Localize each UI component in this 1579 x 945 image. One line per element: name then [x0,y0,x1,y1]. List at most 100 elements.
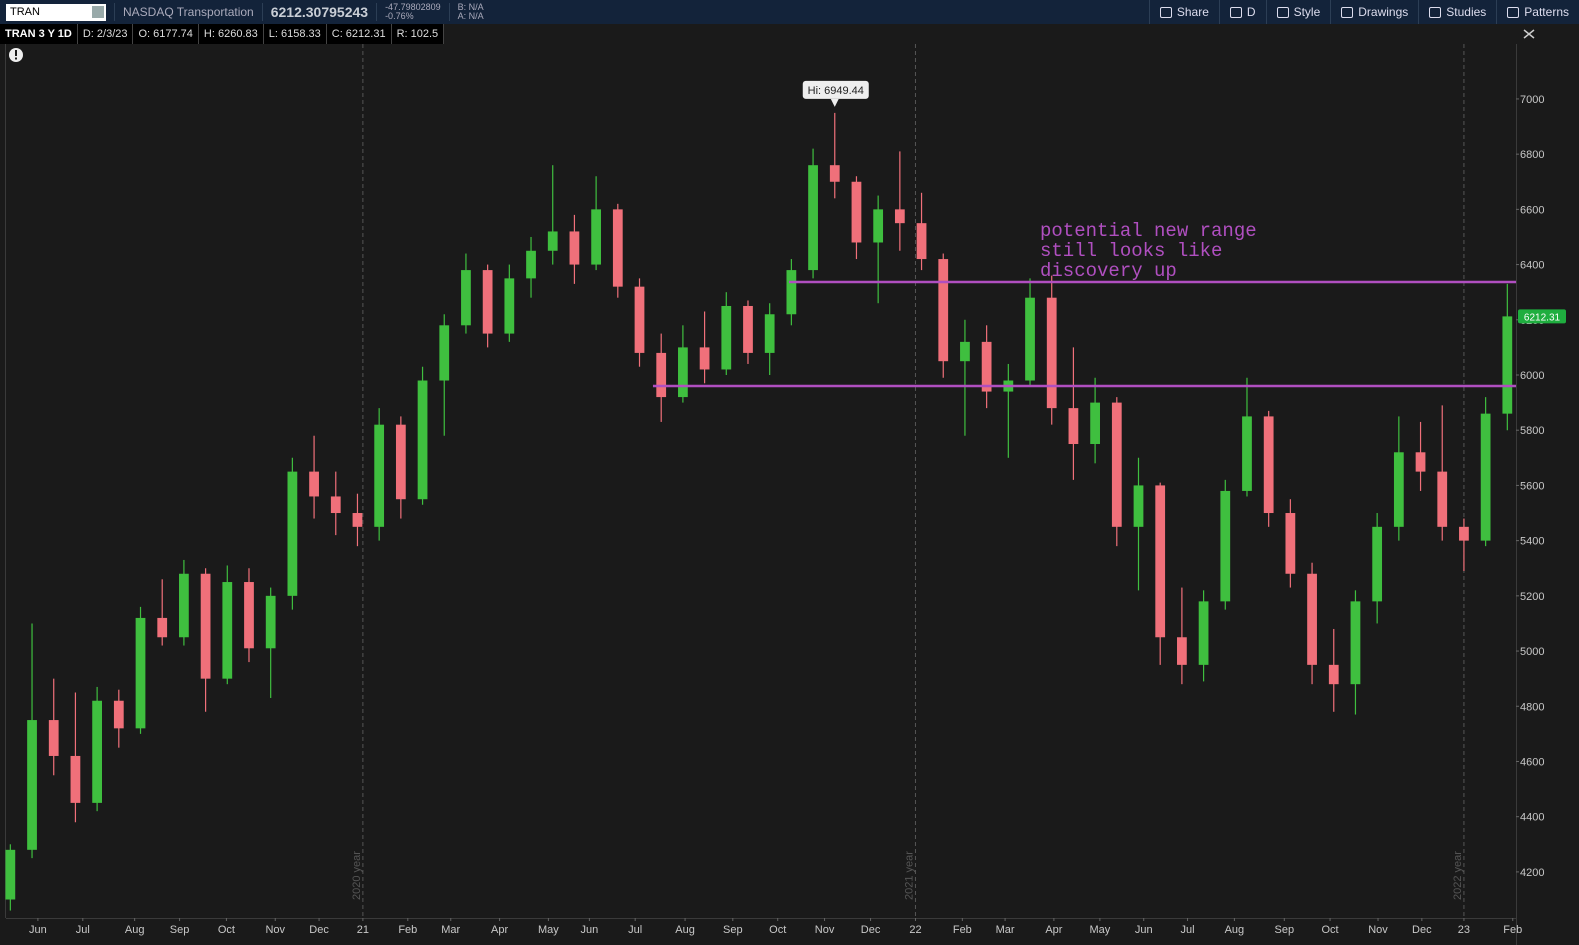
symbol: TRAN [10,6,40,18]
y-tick-label: 5400 [1520,536,1544,548]
candle-body [1025,297,1035,381]
y-tick-label: 7000 [1520,94,1544,106]
candle-body [70,755,81,803]
x-tick-label: Jul [628,924,642,936]
x-tick-label: Mar [996,924,1015,936]
x-tick-label: Dec [309,924,329,936]
annotation-text: discovery up [1040,260,1177,282]
candle-body [482,270,493,334]
candle-body [1090,402,1100,445]
candle-body [591,209,601,265]
button-label: D [1246,5,1256,19]
candle-body [417,380,428,500]
candle-body [547,231,558,251]
x-tick-label: Nov [265,924,285,936]
y-tick-label: 4600 [1520,756,1544,768]
candle-body [1285,513,1296,574]
y-tick-label: 6800 [1520,149,1544,161]
candle-body [1480,413,1491,541]
button-icon [1341,6,1354,18]
x-tick-label: Jul [76,924,90,936]
toolbar-buttons: Share D Style Drawings Studies Patterns [1148,0,1579,24]
x-tick-label: Sep [723,924,743,936]
x-tick-label: 22 [909,924,921,936]
candle-body [1372,526,1383,602]
candle-body [1459,526,1469,541]
toolbar-button[interactable]: Share [1148,0,1219,24]
x-tick-label: 21 [357,924,369,936]
candle-body [894,209,905,224]
info-field: TRAN 3 Y 1D [0,24,78,44]
candle-body [200,573,211,679]
candle-body [1198,601,1209,665]
button-icon [1229,6,1242,18]
crosshair-icon[interactable] [1523,29,1535,39]
toolbar-button[interactable]: Style [1265,0,1331,24]
symbol-input[interactable]: TRAN [6,3,106,21]
candle-body [526,250,536,279]
x-tick-label: May [1089,924,1110,936]
toolbar-button[interactable]: D [1218,0,1266,24]
candle-body [634,286,645,353]
candle-body [1415,452,1426,472]
annotation-text: still looks like [1040,240,1222,262]
bid-ask: B: N/A A: N/A [458,3,484,21]
candle-body [1502,316,1513,414]
dropdown[interactable] [92,5,104,18]
candle-body [1242,416,1252,491]
toolbar-button[interactable]: Drawings [1330,0,1418,24]
x-tick-label: Oct [769,924,786,936]
x-tick-label: Jul [1181,924,1195,936]
candle-body [656,352,667,398]
candle-body [960,341,970,362]
hi-label-box [802,80,869,99]
y-tick-label: 5600 [1520,480,1544,492]
candle-body [1046,297,1057,409]
x-tick-label: Feb [953,924,972,936]
separator [114,3,115,21]
candle-body [721,305,732,370]
candle-body [287,471,298,596]
candle-body [330,496,341,514]
chart-background [0,44,1579,945]
candle-body [916,223,927,260]
ask: A: N/A [457,11,484,21]
candle-body [395,424,406,500]
annotation-text: potential new range [1040,220,1257,242]
button-label: Style [1293,5,1321,19]
change-box: -47.79802809 -0.76% [385,3,441,21]
y-tick-label: 6400 [1520,260,1544,272]
toolbar-button[interactable]: Patterns [1496,0,1579,24]
candle-body [1111,402,1122,527]
toolbar-button[interactable]: Studies [1418,0,1496,24]
button-label: Drawings [1358,5,1409,19]
candle-body [1263,416,1274,514]
year-label: 2021 year [903,851,915,900]
button-label: Patterns [1524,5,1569,19]
separator [448,3,450,21]
candle-body [157,617,168,638]
x-tick-label: Feb [1503,924,1522,936]
separator [261,3,263,21]
info-field: H: 6260.83 [199,24,264,44]
button-label: Studies [1446,5,1487,19]
candle-body [1068,408,1079,445]
candle-body [244,582,254,649]
bid: B: N/A [457,2,484,12]
button-icon [1276,6,1289,18]
candle-body [1155,485,1166,638]
info-field: C: 6212.31 [327,24,392,44]
alert-icon-mark [15,57,17,60]
button-label: Share [1176,5,1209,19]
x-tick-label: Aug [675,924,695,936]
x-tick-label: Aug [125,924,145,936]
x-tick-label: Apr [491,924,508,936]
x-tick-label: Sep [170,924,190,936]
candle-body [27,720,37,850]
button-icon [1159,6,1172,18]
x-tick-label: Dec [861,924,881,936]
x-tick-label: Mar [441,924,460,936]
x-tick-label: Aug [1225,924,1245,936]
candle-body [222,582,233,679]
